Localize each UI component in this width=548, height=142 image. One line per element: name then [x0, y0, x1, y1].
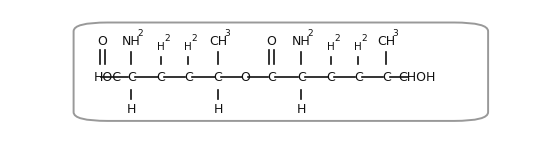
Text: NH: NH	[292, 35, 311, 48]
Text: 3: 3	[224, 29, 230, 38]
Text: C: C	[354, 71, 363, 84]
Text: H: H	[327, 42, 335, 52]
Text: C: C	[297, 71, 306, 84]
Text: CH: CH	[209, 35, 227, 48]
Text: C: C	[214, 71, 222, 84]
Text: 2: 2	[307, 29, 312, 38]
Text: H: H	[354, 42, 362, 52]
Text: 2: 2	[191, 34, 197, 43]
Text: H: H	[184, 42, 192, 52]
Text: H: H	[127, 104, 136, 116]
Text: C: C	[184, 71, 193, 84]
Text: 2: 2	[164, 34, 170, 43]
Text: C: C	[157, 71, 165, 84]
Text: C: C	[382, 71, 391, 84]
Text: 2: 2	[334, 34, 340, 43]
Text: H: H	[296, 104, 306, 116]
Text: NH: NH	[122, 35, 141, 48]
Text: C: C	[327, 71, 335, 84]
Text: H: H	[213, 104, 222, 116]
Text: CHOH: CHOH	[398, 71, 436, 84]
Text: C: C	[267, 71, 276, 84]
Text: O: O	[98, 35, 107, 48]
Text: 2: 2	[137, 29, 142, 38]
Text: 3: 3	[392, 29, 398, 38]
Text: O: O	[266, 35, 276, 48]
Text: H: H	[157, 42, 165, 52]
Text: 2: 2	[361, 34, 367, 43]
Text: HOC: HOC	[94, 71, 122, 84]
Text: CH: CH	[377, 35, 395, 48]
FancyBboxPatch shape	[73, 22, 488, 121]
Text: O: O	[240, 71, 250, 84]
Text: C: C	[127, 71, 136, 84]
